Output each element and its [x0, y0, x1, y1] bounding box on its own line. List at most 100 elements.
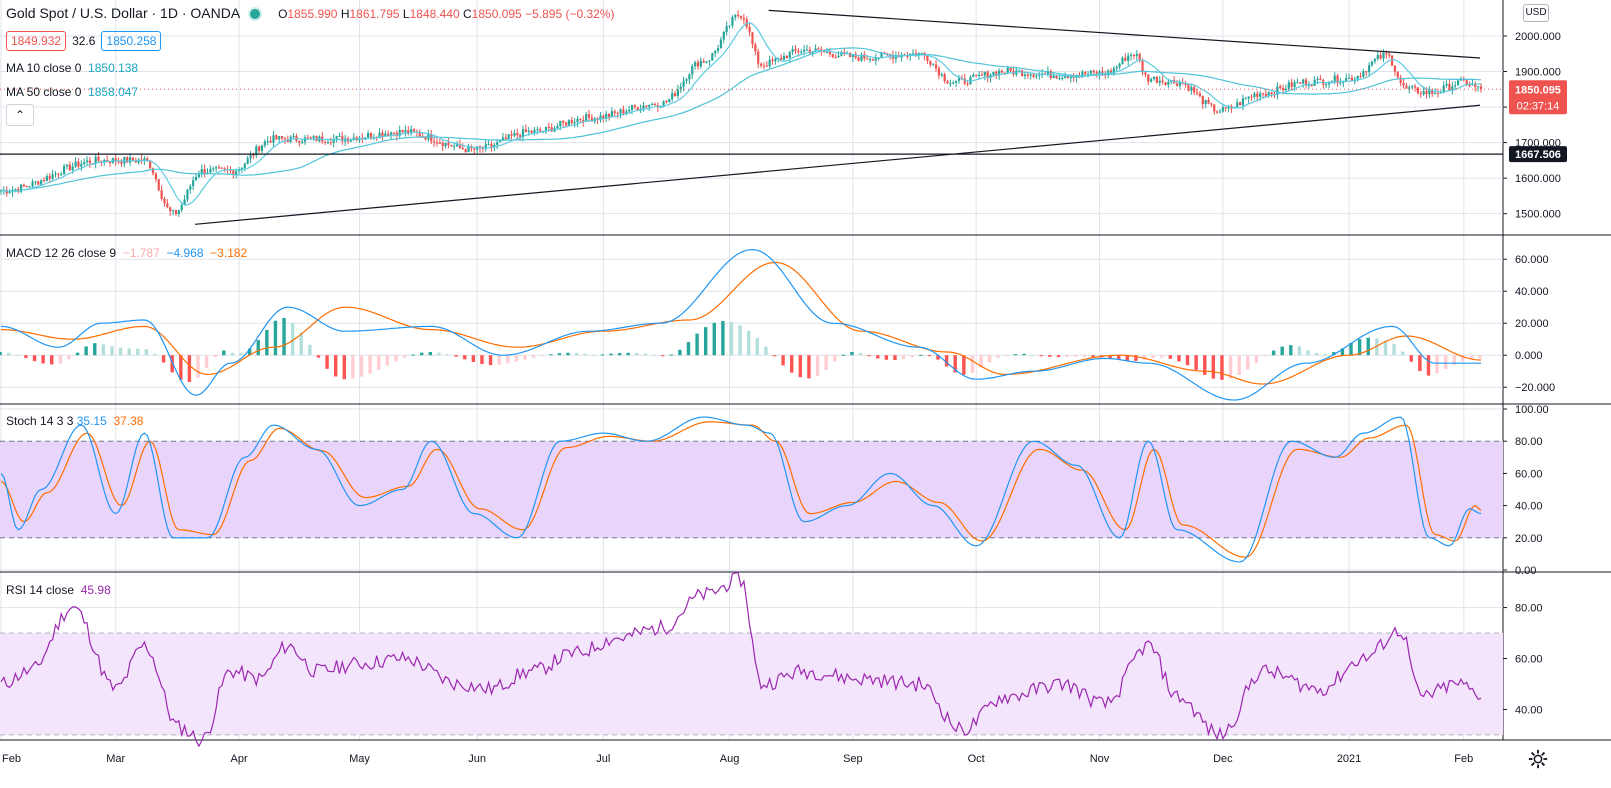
- currency-badge[interactable]: USD: [1523, 4, 1549, 22]
- macd-histogram-bar: [884, 355, 889, 360]
- candle: [149, 160, 152, 169]
- macd-histogram-bar: [1289, 345, 1293, 356]
- candle: [731, 16, 734, 26]
- candle: [1296, 82, 1299, 84]
- macd-histogram-bar: [84, 346, 88, 356]
- candle: [203, 169, 206, 174]
- macd-legend[interactable]: MACD 12 26 close 9 −1.787 −4.968 −3.182: [6, 246, 247, 260]
- candle: [108, 161, 112, 164]
- candle: [1307, 85, 1311, 87]
- macd-histogram-bar: [962, 355, 966, 375]
- candle: [1304, 79, 1308, 86]
- candle: [1428, 90, 1431, 95]
- ma10-legend[interactable]: MA 10 close 0 1850.138: [6, 61, 138, 75]
- macd-histogram-bar: [747, 330, 751, 356]
- horizontal-line-label: 1667.506: [1515, 149, 1561, 161]
- candle: [831, 54, 834, 57]
- macd-histogram-bar: [876, 355, 880, 359]
- candle: [1026, 74, 1029, 76]
- macd-tick-label: 40.000: [1515, 286, 1549, 298]
- trendline: [768, 9, 1481, 59]
- candle: [587, 114, 591, 118]
- candle: [1184, 83, 1187, 85]
- stoch-legend[interactable]: Stoch 14 3 3 35.15 37.38: [6, 414, 143, 428]
- macd-histogram-bar: [755, 337, 760, 356]
- candle: [1224, 107, 1227, 109]
- macd-histogram-bar: [110, 346, 114, 356]
- macd-histogram-bar: [239, 353, 243, 356]
- candle: [1456, 80, 1460, 86]
- candle: [1451, 86, 1454, 91]
- macd-histogram-bar: [1142, 355, 1147, 360]
- candle: [694, 62, 697, 67]
- ma10-label: MA 10 close 0: [6, 61, 82, 75]
- candle: [169, 207, 172, 212]
- candle: [1247, 96, 1250, 99]
- candle: [369, 132, 373, 138]
- candle: [131, 157, 135, 161]
- candle: [1127, 55, 1130, 61]
- candle: [453, 146, 456, 148]
- candle: [263, 141, 266, 146]
- rsi-label: RSI 14 close: [6, 583, 75, 597]
- candle: [550, 127, 553, 132]
- ma50-line: [0, 47, 1482, 193]
- macd-histogram-bar: [420, 352, 424, 356]
- candle: [527, 130, 530, 132]
- candle: [8, 192, 11, 194]
- ma50-legend[interactable]: MA 50 close 0 1858.047: [6, 85, 138, 99]
- candle: [126, 157, 129, 163]
- candle: [937, 68, 941, 76]
- candle: [498, 139, 502, 142]
- candle: [943, 74, 946, 82]
- macd-histogram-bar: [488, 355, 493, 366]
- candle: [1379, 54, 1382, 59]
- macd-histogram-bar: [1048, 355, 1052, 357]
- gear-icon[interactable]: [1527, 748, 1549, 770]
- macd-value: −4.968: [166, 246, 204, 260]
- candle: [1350, 77, 1354, 82]
- candle: [1086, 73, 1090, 75]
- candle: [934, 64, 938, 69]
- candle: [34, 181, 37, 183]
- candle: [1035, 75, 1038, 77]
- candle: [573, 122, 576, 124]
- candle: [762, 65, 766, 67]
- candle: [536, 129, 539, 131]
- candle: [871, 59, 875, 61]
- macd-histogram-bar: [1211, 355, 1216, 379]
- sell-button[interactable]: 1849.932: [6, 31, 67, 51]
- macd-histogram-bar: [1056, 355, 1061, 358]
- candle: [209, 168, 212, 173]
- candle: [71, 166, 74, 171]
- macd-histogram-bar: [944, 355, 949, 367]
- candle: [785, 55, 788, 58]
- macd-histogram-bar: [1177, 355, 1181, 362]
- macd-histogram-bar: [454, 355, 458, 357]
- candle: [1382, 52, 1385, 59]
- candle: [636, 107, 639, 111]
- candle: [1327, 82, 1331, 85]
- candle: [1465, 80, 1468, 85]
- candle: [192, 180, 195, 187]
- candle: [986, 71, 989, 78]
- candle: [1155, 76, 1158, 83]
- rsi-legend[interactable]: RSI 14 close 45.98: [6, 583, 111, 597]
- candle: [940, 74, 943, 76]
- macd-histogram-bar: [282, 318, 286, 356]
- candle: [975, 74, 978, 76]
- candle: [398, 129, 401, 136]
- stoch-tick-label: 80.00: [1515, 436, 1543, 448]
- candle: [521, 129, 525, 137]
- candle: [605, 113, 608, 119]
- stoch-band: [0, 441, 1503, 538]
- buy-button[interactable]: 1850.258: [101, 31, 162, 51]
- stoch-tick-label: 20.00: [1515, 533, 1543, 545]
- candle: [31, 181, 34, 187]
- candle: [825, 51, 829, 53]
- candle: [1393, 65, 1397, 72]
- macd-histogram-bar: [1263, 355, 1267, 357]
- collapse-legend-button[interactable]: ⌃: [6, 104, 34, 126]
- candle: [1402, 82, 1405, 86]
